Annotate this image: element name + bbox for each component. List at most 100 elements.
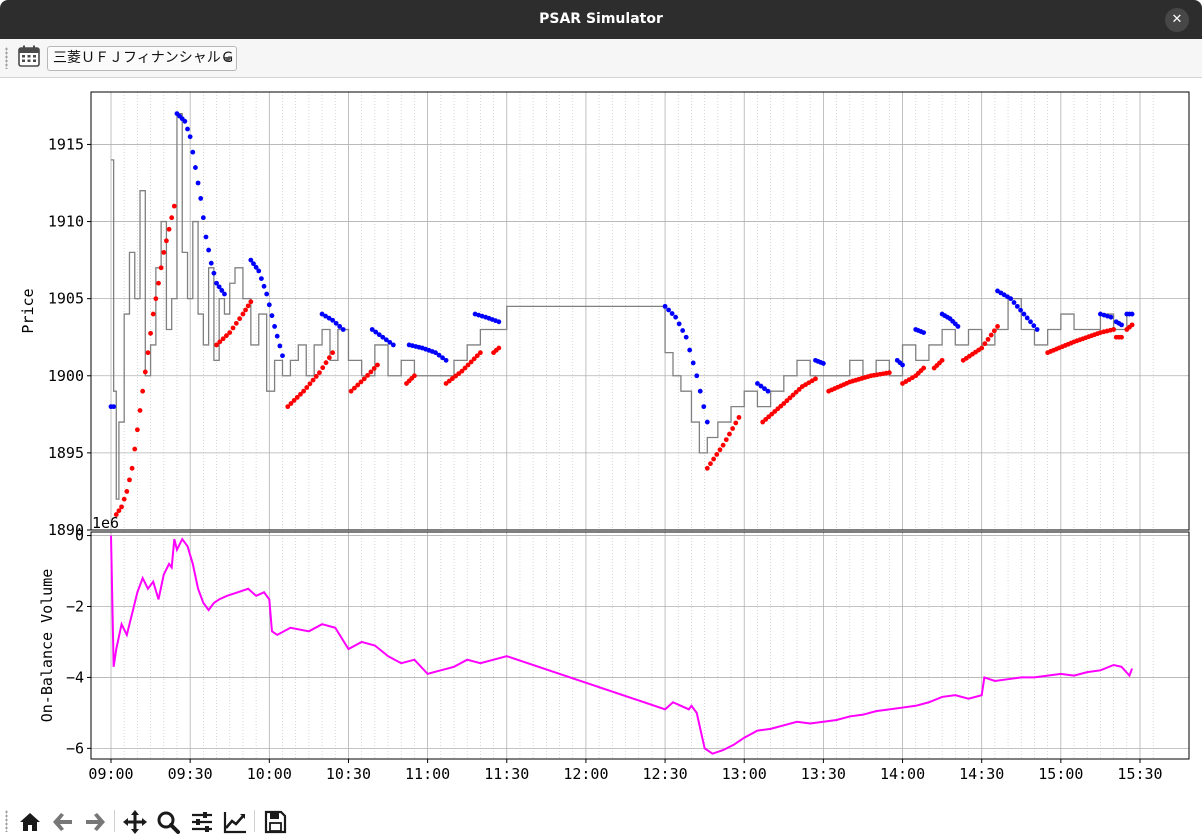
- psar-long-dot: [161, 249, 167, 255]
- psar-long-dot: [471, 356, 477, 362]
- psar-short-dot: [206, 247, 212, 253]
- back-icon[interactable]: [50, 809, 76, 835]
- psar-short-dot: [333, 320, 339, 326]
- psar-long-dot: [730, 426, 736, 431]
- psar-short-dot: [256, 268, 262, 274]
- psar-short-dot: [1021, 311, 1027, 317]
- psar-long-dot: [248, 299, 254, 305]
- psar-short-dot: [216, 284, 222, 290]
- psar-short-dot: [1024, 315, 1030, 321]
- psar-long-dot: [474, 353, 480, 359]
- psar-short-dot: [433, 350, 438, 356]
- psar-short-dot: [955, 324, 961, 329]
- psar-short-dot: [340, 327, 346, 332]
- psar-long-dot: [307, 381, 313, 387]
- psar-short-dot: [1018, 307, 1024, 313]
- obv-axis-label: On-Balance Volume: [38, 569, 56, 723]
- psar-short-dot: [380, 334, 386, 340]
- psar-short-dot: [264, 291, 270, 297]
- psar-short-dot: [390, 342, 396, 348]
- toolbar-separator: [254, 810, 255, 832]
- psar-short-dot: [1129, 311, 1135, 317]
- y-tick-label: −6: [66, 739, 84, 757]
- close-button[interactable]: ✕: [1165, 8, 1189, 32]
- price-line: [111, 112, 1128, 500]
- psar-long-dot: [323, 360, 329, 366]
- psar-long-dot: [294, 394, 300, 400]
- psar-long-dot: [784, 398, 790, 404]
- psar-short-dot: [1014, 303, 1020, 309]
- psar-long-dot: [171, 203, 177, 209]
- calendar-icon[interactable]: [17, 44, 41, 68]
- psar-long-dot: [1129, 322, 1135, 328]
- zoom-icon[interactable]: [155, 809, 181, 835]
- psar-long-dot: [781, 401, 787, 406]
- x-tick-label: 09:30: [168, 765, 213, 783]
- psar-short-dot: [383, 337, 389, 343]
- psar-long-dot: [227, 330, 233, 335]
- psar-long-dot: [714, 452, 720, 457]
- price-axis-label: Price: [19, 288, 37, 333]
- symbol-select[interactable]: 三菱ＵＦＪフィナンシャルＧ: [47, 46, 237, 71]
- psar-short-dot: [274, 333, 280, 339]
- home-icon[interactable]: [17, 809, 43, 835]
- psar-short-dot: [1108, 314, 1114, 320]
- psar-long-dot: [132, 446, 138, 452]
- psar-long-dot: [361, 376, 367, 382]
- x-tick-label: 13:30: [801, 765, 846, 783]
- chart-canvas[interactable]: 1890 1895 1900 1905 1910 1915 Price −6 −4 −2 0 On-…: [0, 78, 1202, 802]
- psar-long-dot: [358, 379, 364, 385]
- toolbar-grip-handle[interactable]: [5, 47, 8, 69]
- navigation-toolbar-grip[interactable]: [5, 810, 8, 832]
- psar-long-dot: [886, 370, 892, 376]
- psar-short-dot: [1034, 327, 1040, 332]
- navigation-toolbar: [0, 802, 1202, 840]
- psar-long-dot: [140, 388, 146, 394]
- psar-short-dot: [222, 291, 227, 297]
- psar-short-dot: [219, 288, 225, 293]
- psar-short-dot: [269, 313, 275, 319]
- psar-short-dot: [185, 126, 190, 132]
- psar-long-dot: [793, 389, 799, 395]
- psar-short-dot: [253, 264, 259, 270]
- psar-short-dot: [248, 257, 254, 263]
- psar-short-dot: [111, 404, 117, 410]
- psar-short-dot: [187, 134, 193, 140]
- save-icon[interactable]: [262, 809, 288, 835]
- configure-subplots-icon[interactable]: [189, 809, 215, 835]
- psar-short-dot: [666, 307, 671, 313]
- psar-long-dot: [496, 345, 502, 351]
- psar-short-dot: [198, 196, 204, 201]
- obv-line: [110, 535, 1134, 755]
- psar-long-dot: [129, 465, 135, 471]
- psar-long-dot: [462, 365, 468, 371]
- x-tick-label: 12:30: [642, 765, 687, 783]
- toolbar-separator: [114, 810, 115, 832]
- psar-long-dot: [237, 316, 243, 322]
- psar-long-dot: [217, 339, 223, 345]
- psar-long-dot: [145, 350, 151, 356]
- psar-long-dot: [230, 325, 236, 331]
- x-tick-label: 12:00: [563, 765, 608, 783]
- pan-icon[interactable]: [122, 809, 148, 835]
- psar-short-dot: [758, 383, 764, 389]
- psar-long-dot: [320, 365, 326, 371]
- psar-long-dot: [704, 465, 710, 471]
- psar-short-dot: [251, 261, 256, 267]
- forward-icon[interactable]: [82, 809, 108, 835]
- psar-long-dot: [465, 362, 471, 368]
- psar-long-dot: [368, 369, 374, 375]
- psar-short-dot: [195, 180, 201, 186]
- psar-long-dot: [326, 355, 332, 361]
- window-title: PSAR Simulator: [539, 11, 663, 27]
- x-tick-label: 11:30: [484, 765, 529, 783]
- psar-long-dot: [985, 336, 991, 342]
- symbol-select-value: 三菱ＵＦＪフィナンシャルＧ: [53, 50, 235, 66]
- edit-axis-icon[interactable]: [222, 809, 248, 835]
- y-tick-label: 1915: [48, 135, 84, 153]
- psar-short-dot: [258, 276, 264, 282]
- psar-long-dot: [371, 366, 377, 371]
- psar-short-dot: [208, 260, 214, 266]
- psar-long-dot: [298, 391, 303, 397]
- psar-short-dot: [182, 118, 188, 124]
